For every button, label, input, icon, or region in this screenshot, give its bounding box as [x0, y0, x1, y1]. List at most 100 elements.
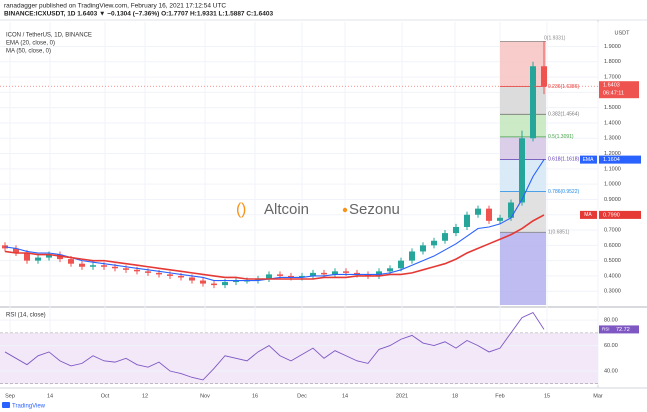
fib-label: 0.382(1.4564): [548, 112, 579, 118]
rsi-tag-name: RSI: [602, 327, 610, 332]
candle-body: [541, 66, 547, 87]
legend-entry: EMA (20, close, 0): [6, 41, 55, 47]
y-tick-label: 80.00: [604, 318, 618, 324]
candle-body: [46, 254, 52, 258]
fib-zone: [500, 86, 546, 115]
candle-body: [299, 275, 305, 278]
candle-body: [277, 274, 283, 276]
candle-body: [453, 226, 459, 234]
candle-body: [464, 214, 470, 227]
y-tick-label: 1.0000: [604, 182, 621, 188]
indicator-tag-value: 0.7990: [603, 212, 620, 218]
y-tick-label: 0.9000: [604, 197, 621, 203]
fib-label: 0.236(1.6386): [548, 84, 579, 90]
rsi-band: [0, 332, 598, 384]
candle-body: [288, 275, 294, 278]
candle-body: [376, 271, 382, 276]
candle-body: [24, 252, 30, 261]
y-tick-label: 0.5000: [604, 258, 621, 264]
rsi-tag-value: 72.72: [616, 327, 630, 333]
candle-body: [354, 272, 360, 275]
y-tick-label: 1.5000: [604, 105, 621, 111]
candle-body: [101, 265, 107, 267]
indicator-tag: [599, 155, 641, 164]
x-tick-label: Nov: [200, 393, 210, 399]
y-tick-label: 0.4000: [604, 273, 621, 279]
indicator-tag-value: 1.1604: [603, 157, 620, 163]
watermark-icon: (: [236, 201, 242, 218]
candle-body: [475, 208, 481, 215]
candle-body: [233, 280, 239, 283]
candle-body: [68, 259, 74, 264]
rsi-line: [4, 311, 545, 381]
y-tick-label: 1.4000: [604, 120, 621, 126]
indicator-tag: [599, 210, 641, 219]
y-tick-label: 1.9000: [604, 44, 621, 50]
candle-body: [266, 274, 272, 279]
x-tick-label: 2021: [396, 393, 408, 399]
watermark: ( ) Altcoin Sezonu: [236, 201, 400, 218]
symbol-line: BINANCE:ICXUSDT, 1D 1.6403 ▼ −0.1304 (−7…: [4, 11, 273, 18]
indicator-tag-name: EMA: [583, 157, 595, 163]
x-tick-label: Sep: [5, 393, 15, 399]
publish-line: ranadagger published on TradingView.com,…: [4, 3, 226, 10]
price-countdown: 06:47:11: [603, 91, 624, 97]
fib-label: 0(1.9331): [544, 36, 566, 42]
footer: TradingView: [12, 404, 46, 410]
y-tick-label: 0.7000: [604, 227, 621, 233]
indicator-tag-name: MA: [584, 212, 592, 218]
grid: [0, 22, 599, 385]
y-tick-label: 1.1000: [604, 166, 621, 172]
candle-body: [409, 251, 415, 261]
y-tick-label: 1.3000: [604, 136, 621, 142]
price-tag: [599, 81, 639, 99]
x-tick-label: Oct: [101, 393, 110, 399]
watermark-dot: [342, 207, 348, 213]
x-tick-label: 18: [452, 393, 458, 399]
watermark-text: Sezonu: [349, 201, 400, 218]
plot: EMA MA: [2, 41, 597, 381]
fib-label: 0.786(0.9522): [548, 189, 579, 195]
candle-body: [508, 202, 514, 218]
candle-body: [486, 208, 492, 221]
x-tick-label: 12: [142, 393, 148, 399]
candle-body: [178, 275, 184, 278]
indicator-line: [4, 214, 545, 280]
x-tick-label: Dec: [297, 393, 307, 399]
candle-body: [398, 260, 404, 269]
fib-label: 1(0.6851): [548, 230, 570, 236]
legend-entry: MA (50, close, 0): [6, 49, 51, 55]
fib-zone: [500, 41, 546, 87]
x-tick-label: 14: [342, 393, 348, 399]
candle-body: [321, 272, 327, 275]
watermark-text: Altcoin: [264, 201, 309, 218]
rsi-tag: [599, 325, 639, 334]
candle-body: [420, 245, 426, 252]
candle-body: [79, 263, 85, 267]
candle-body: [13, 248, 19, 253]
fibonacci: 0(1.9331) 0.236(1.6386) 0.382(1.4564) 0.5(1…: [500, 36, 579, 305]
candle-body: [387, 268, 393, 272]
candle-body: [442, 233, 448, 241]
legend-title: RSI (14, close): [6, 313, 46, 319]
candle-body: [134, 269, 140, 272]
fib-zone: [500, 232, 546, 305]
indicator-tag-badge: [580, 155, 597, 164]
candle-body: [123, 268, 129, 270]
candle-body: [156, 272, 162, 275]
candle-body: [431, 240, 437, 246]
candle-body: [310, 272, 316, 276]
y-tick-label: 1.7000: [604, 75, 621, 81]
watermark-icon: ): [241, 201, 246, 218]
indicator-tag-badge: [580, 210, 597, 219]
x-tick-label: 14: [47, 393, 53, 399]
candle-body: [497, 217, 503, 221]
x-tick-label: 16: [252, 393, 258, 399]
candle-body: [112, 266, 118, 269]
fib-label: 0.5(1.3091): [548, 134, 574, 140]
candle-body: [145, 271, 151, 273]
candle-body: [530, 66, 536, 139]
x-tick-label: Feb: [495, 393, 504, 399]
y-tick-label: 0.6000: [604, 243, 621, 249]
